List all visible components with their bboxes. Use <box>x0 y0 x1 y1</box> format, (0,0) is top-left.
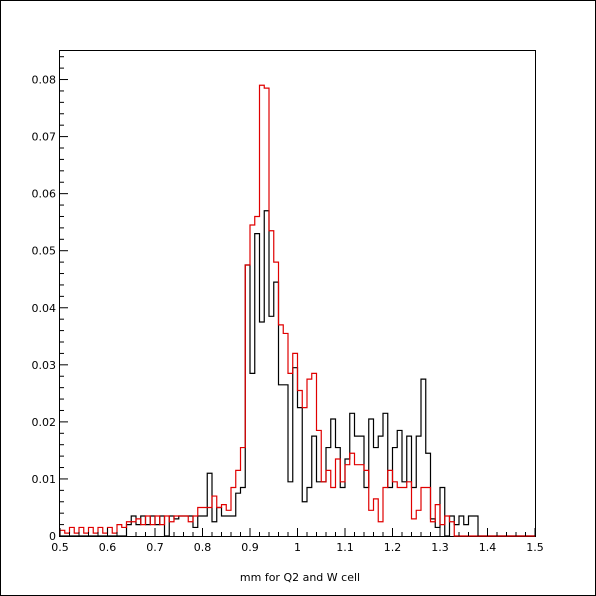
y-tick-label: 0.05 <box>32 245 57 258</box>
x-tick-label: 0.8 <box>194 541 212 554</box>
y-tick-label: 0.01 <box>32 473 57 486</box>
y-tick-label: 0.04 <box>32 302 57 315</box>
histogram-series-2 <box>59 84 535 537</box>
x-tick-label: 1 <box>294 541 301 554</box>
x-tick-label: 1.1 <box>336 541 354 554</box>
x-axis: 0.5 0.6 0.7 0.8 0.9 1 1.1 1.2 1.3 1.4 1.5 <box>51 528 544 554</box>
x-tick-label: 0.7 <box>146 541 164 554</box>
y-tick-label: 0.06 <box>32 188 57 201</box>
x-tick-label: 1.2 <box>384 541 402 554</box>
x-tick-label: 1.5 <box>526 541 544 554</box>
y-axis: 0 0.01 0.02 0.03 0.04 0.05 0.06 0.07 0.08 <box>32 56 68 543</box>
x-tick-label: 1.3 <box>431 541 449 554</box>
y-tick-label: 0.03 <box>32 359 57 372</box>
y-tick-label: 0.07 <box>32 131 57 144</box>
y-tick-label: 0.02 <box>32 416 57 429</box>
x-tick-label: 0.9 <box>241 541 259 554</box>
plot-frame <box>59 50 536 537</box>
x-tick-label: 0.6 <box>99 541 117 554</box>
x-tick-label: 0.5 <box>51 541 69 554</box>
y-tick-label: 0 <box>49 530 56 543</box>
x-axis-label: mm for Q2 and W cell <box>240 571 360 584</box>
y-tick-label: 0.08 <box>32 74 57 87</box>
x-tick-label: 1.4 <box>479 541 497 554</box>
histogram-layer <box>59 84 535 537</box>
